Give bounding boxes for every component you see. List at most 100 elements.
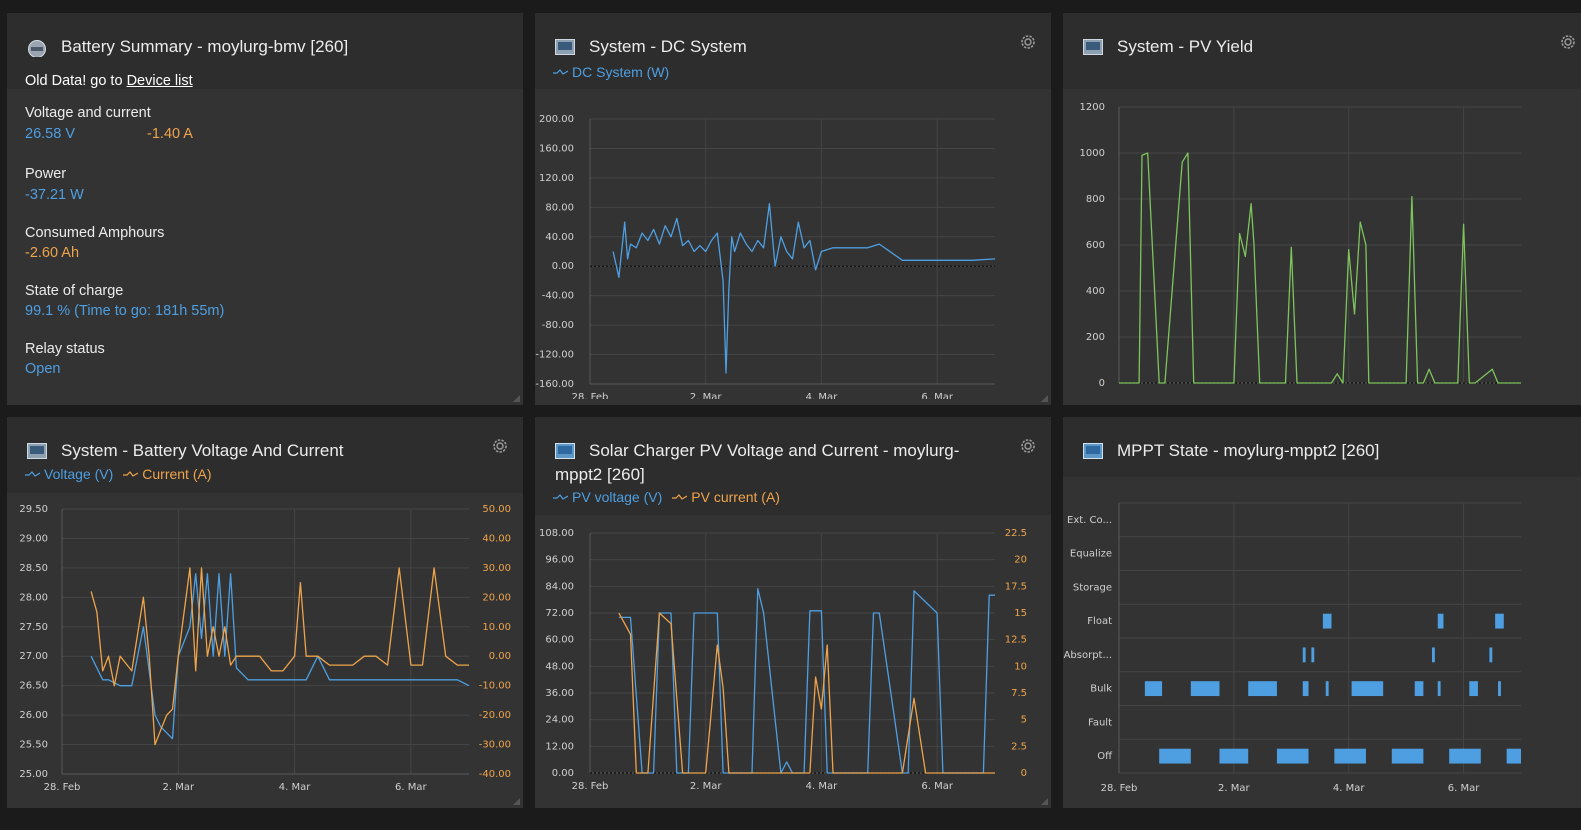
resize-handle[interactable] bbox=[513, 395, 520, 402]
y-tick-label-right: -40.00 bbox=[479, 769, 511, 780]
state-bar bbox=[1495, 613, 1504, 629]
legend-label: Voltage (V) bbox=[44, 466, 114, 482]
y-tick-label: 0.00 bbox=[552, 768, 574, 779]
y-tick-label-right: 30.00 bbox=[482, 563, 511, 574]
soc-row: State of charge 99.1 % (Time to go: 181h… bbox=[25, 281, 224, 321]
consumed-value: -2.60 Ah bbox=[25, 245, 80, 261]
widget-title: Battery Summary - moylurg-bmv [260] bbox=[61, 37, 349, 56]
battery-voltage-current-chart[interactable]: 28. Feb 2. Mar 4. Mar 6. Mar 29.50 29.00 28.50… bbox=[7, 501, 523, 801]
state-bar bbox=[1159, 748, 1191, 764]
relay-value: Open bbox=[25, 361, 61, 377]
resize-handle[interactable] bbox=[1041, 798, 1048, 805]
y-tick-label-right: -30.00 bbox=[479, 740, 511, 751]
x-tick-label: 6. Mar bbox=[395, 782, 427, 793]
gear-icon[interactable] bbox=[1559, 33, 1577, 51]
state-bar bbox=[1489, 647, 1493, 663]
y-tick-label: -160.00 bbox=[535, 379, 574, 390]
legend-line-icon bbox=[553, 494, 568, 500]
chart-legend: Voltage (V) Current (A) bbox=[25, 466, 212, 482]
resize-handle[interactable] bbox=[513, 798, 520, 805]
state-bar bbox=[1449, 748, 1481, 764]
state-bar bbox=[1506, 748, 1521, 764]
state-bar bbox=[1302, 647, 1306, 663]
y-tick-label-right: 50.00 bbox=[482, 504, 511, 515]
state-bar bbox=[1431, 647, 1435, 663]
gear-icon[interactable] bbox=[491, 437, 509, 455]
y-tick-label: 29.50 bbox=[19, 504, 48, 515]
y-tick-label-right: 17.5 bbox=[1005, 581, 1027, 592]
x-tick-label: 28. Feb bbox=[572, 781, 609, 792]
legend-pv-current[interactable]: PV current (A) bbox=[672, 489, 780, 505]
y-tick-label: 28.50 bbox=[19, 563, 48, 574]
y-tick-label: -80.00 bbox=[542, 320, 574, 331]
y-tick-label: 40.00 bbox=[545, 232, 574, 243]
x-tick-label: 28. Feb bbox=[572, 392, 609, 399]
x-tick-label: 4. Mar bbox=[806, 781, 838, 792]
state-bar bbox=[1334, 748, 1366, 764]
bmv-device-icon bbox=[28, 40, 46, 57]
y-tick-label-right: -10.00 bbox=[479, 681, 511, 692]
y-tick-label: 120.00 bbox=[539, 173, 574, 184]
y-tick-label: 200 bbox=[1086, 332, 1105, 343]
legend-dc-system[interactable]: DC System (W) bbox=[553, 64, 669, 80]
system-monitor-icon bbox=[1083, 39, 1103, 55]
solar-pv-chart[interactable]: 28. Feb 2. Mar 4. Mar 6. Mar 108.00 96.00 84.0… bbox=[535, 521, 1051, 806]
widget-title: System - DC System bbox=[589, 37, 747, 56]
state-bar bbox=[1322, 613, 1332, 629]
widget-title: Solar Charger PV Voltage and Current - m… bbox=[555, 439, 959, 487]
x-tick-label: 28. Feb bbox=[44, 782, 81, 793]
system-monitor-icon bbox=[27, 443, 47, 459]
legend-current[interactable]: Current (A) bbox=[123, 466, 212, 482]
battery-values: Voltage and current 26.58 V -1.40 A Powe… bbox=[25, 103, 224, 395]
mppt-header bbox=[1063, 417, 1581, 477]
x-tick-label: 4. Mar bbox=[279, 782, 311, 793]
y-tick-label-right: 12.5 bbox=[1005, 635, 1027, 646]
legend-line-icon bbox=[123, 471, 139, 477]
state-label: Ext. Co... bbox=[1067, 515, 1112, 526]
resize-handle[interactable] bbox=[1041, 395, 1048, 402]
chart-legend: DC System (W) bbox=[553, 64, 669, 80]
title-line-2: mppt2 [260] bbox=[555, 465, 645, 484]
old-data-warning: Old Data! go to Device list bbox=[25, 73, 193, 89]
x-tick-label: 2. Mar bbox=[690, 781, 722, 792]
series-current bbox=[90, 567, 469, 746]
x-tick-label: 28. Feb bbox=[1101, 783, 1138, 794]
voltage-current-values: 26.58 V -1.40 A bbox=[25, 123, 224, 145]
dc-system-chart[interactable]: 28. Feb 2. Mar 4. Mar 6. Mar 200.00 160.00 120… bbox=[535, 99, 1051, 399]
solar-charger-icon bbox=[1083, 443, 1103, 459]
state-bar bbox=[1469, 681, 1478, 697]
y-tick-label: 25.50 bbox=[19, 740, 48, 751]
relay-row: Relay status Open bbox=[25, 339, 224, 379]
power-label: Power bbox=[25, 166, 67, 182]
state-bar bbox=[1498, 681, 1501, 697]
gear-icon[interactable] bbox=[1019, 33, 1037, 51]
x-tick-label: 4. Mar bbox=[806, 392, 838, 399]
mppt-state-widget: MPPT State - moylurg-mppt2 [260] Ext. Co… bbox=[1063, 417, 1581, 808]
legend-pv-voltage[interactable]: PV voltage (V) bbox=[553, 489, 662, 505]
y-tick-label: 12.00 bbox=[545, 741, 574, 752]
y-tick-label: 25.00 bbox=[19, 769, 48, 780]
gear-icon[interactable] bbox=[1019, 437, 1037, 455]
power-row: Power -37.21 W bbox=[25, 164, 224, 206]
y-tick-label: 0.00 bbox=[552, 261, 574, 272]
state-bar bbox=[1144, 681, 1163, 697]
mppt-state-chart[interactable]: Ext. Co... Equalize Storage Float Absorpt...… bbox=[1063, 483, 1581, 803]
legend-voltage[interactable]: Voltage (V) bbox=[25, 466, 113, 482]
legend-label: Current (A) bbox=[142, 466, 212, 482]
state-bar bbox=[1276, 748, 1309, 764]
y-tick-label: 0 bbox=[1099, 378, 1105, 389]
current-value: -1.40 A bbox=[147, 126, 193, 142]
state-label: Equalize bbox=[1070, 549, 1112, 560]
x-tick-label: 6. Mar bbox=[1448, 783, 1480, 794]
state-label: Absorpt... bbox=[1064, 650, 1112, 661]
device-list-link[interactable]: Device list bbox=[126, 73, 193, 89]
y-tick-label: 26.50 bbox=[19, 681, 48, 692]
y-tick-label: 48.00 bbox=[545, 661, 574, 672]
dc-system-header bbox=[535, 13, 1051, 89]
series-pv-current bbox=[618, 612, 995, 774]
y-tick-label-right: 0 bbox=[1021, 768, 1027, 779]
warning-text: Old Data! go to bbox=[25, 73, 123, 89]
y-tick-label: 36.00 bbox=[545, 688, 574, 699]
series-pv-yield bbox=[1119, 152, 1521, 384]
